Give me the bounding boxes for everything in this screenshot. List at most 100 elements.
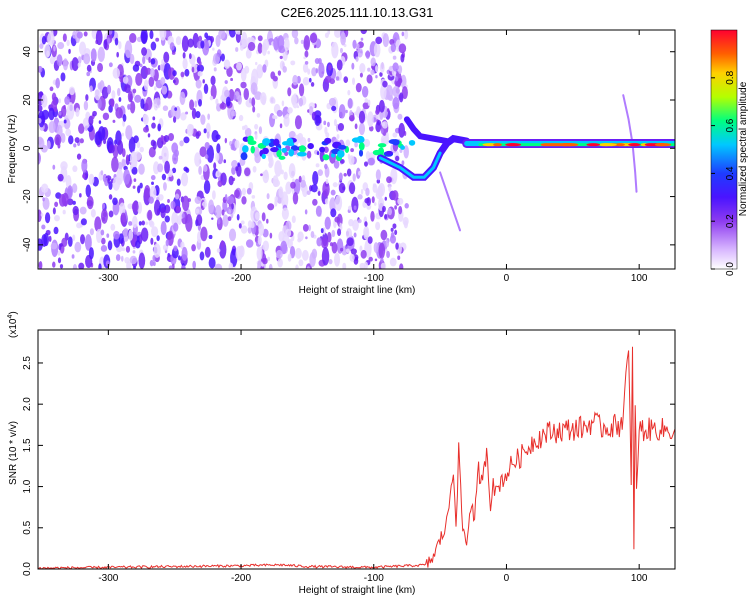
noise-blob xyxy=(316,151,320,156)
noise-blob xyxy=(77,154,81,160)
noise-blob xyxy=(107,240,113,251)
noise-blob xyxy=(387,207,393,216)
noise-blob xyxy=(139,63,143,68)
signal-blob xyxy=(351,137,361,143)
noise-blob xyxy=(268,157,274,167)
noise-blob xyxy=(358,110,366,124)
noise-blob xyxy=(199,146,207,158)
signal-blob xyxy=(330,153,336,158)
noise-blob xyxy=(285,220,292,232)
noise-blob xyxy=(38,153,41,161)
spectrogram-ytick-label: 40 xyxy=(22,46,33,58)
noise-blob xyxy=(321,247,330,266)
noise-blob xyxy=(148,219,154,226)
noise-blob xyxy=(58,243,62,251)
noise-blob xyxy=(138,221,142,226)
noise-blob xyxy=(283,114,290,127)
noise-blob xyxy=(298,175,302,183)
noise-blob xyxy=(224,137,228,144)
noise-blob xyxy=(121,132,125,137)
noise-blob xyxy=(219,240,227,259)
noise-blob xyxy=(204,154,209,160)
noise-blob xyxy=(374,258,378,262)
noise-blob xyxy=(88,173,95,185)
noise-blob xyxy=(224,80,228,84)
noise-blob xyxy=(202,79,205,84)
noise-blob xyxy=(281,100,285,107)
noise-blob xyxy=(401,86,408,100)
noise-blob xyxy=(333,160,340,169)
noise-blob xyxy=(310,184,318,193)
noise-blob xyxy=(358,170,362,176)
noise-blob xyxy=(121,247,126,252)
noise-blob xyxy=(399,263,404,269)
noise-blob xyxy=(337,122,345,132)
noise-blob xyxy=(328,97,337,107)
noise-blob xyxy=(79,138,84,144)
noise-blob xyxy=(283,37,290,52)
noise-blob xyxy=(140,227,149,242)
signal-blob xyxy=(242,145,249,153)
noise-blob xyxy=(173,77,179,86)
noise-blob xyxy=(195,131,200,139)
spectrogram-ytick-label: 20 xyxy=(22,94,33,106)
noise-blob xyxy=(297,237,302,243)
noise-blob xyxy=(287,253,292,262)
noise-blob xyxy=(215,34,221,47)
noise-blob xyxy=(360,188,364,195)
noise-blob xyxy=(156,235,160,242)
noise-blob xyxy=(129,53,135,65)
noise-blob xyxy=(246,187,252,195)
spectrogram-xtick-label: 100 xyxy=(631,273,648,284)
noise-blob xyxy=(135,72,143,86)
noise-blob xyxy=(394,205,397,210)
noise-blob xyxy=(223,159,227,164)
noise-blob xyxy=(181,195,190,212)
noise-blob xyxy=(240,81,247,89)
noise-blob xyxy=(239,44,244,51)
noise-blob xyxy=(388,186,392,192)
noise-blob xyxy=(334,216,341,223)
noise-blob xyxy=(59,264,64,269)
noise-blob xyxy=(228,228,237,242)
noise-blob xyxy=(106,84,112,95)
noise-blob xyxy=(49,56,55,65)
noise-blob xyxy=(385,132,389,139)
noise-blob xyxy=(237,162,241,167)
carrier-peak xyxy=(628,143,641,147)
noise-blob xyxy=(125,154,129,162)
noise-blob xyxy=(89,85,93,93)
noise-blob xyxy=(272,75,278,82)
noise-blob xyxy=(54,134,62,146)
noise-blob xyxy=(200,226,208,242)
noise-blob xyxy=(370,69,375,76)
noise-blob xyxy=(41,36,47,45)
noise-blob xyxy=(118,41,122,50)
noise-blob xyxy=(148,196,154,204)
noise-blob xyxy=(38,261,43,269)
noise-blob xyxy=(212,190,216,200)
noise-blob xyxy=(187,38,194,48)
noise-blob xyxy=(110,98,115,108)
noise-blob xyxy=(355,56,359,62)
snr-frame xyxy=(37,329,676,570)
signal-blob xyxy=(247,140,257,146)
noise-blob xyxy=(172,116,177,123)
noise-blob xyxy=(261,212,266,222)
noise-blob xyxy=(123,168,131,185)
noise-blob xyxy=(215,170,221,178)
snr-xtick-label: -200 xyxy=(231,573,251,584)
spectrogram-xlabel: Height of straight line (km) xyxy=(299,285,416,296)
carrier-peak xyxy=(493,143,502,147)
noise-blob xyxy=(279,55,283,60)
spectrogram-heatmap xyxy=(38,30,675,269)
noise-blob xyxy=(182,52,186,59)
noise-blob xyxy=(198,61,202,66)
arc-faint xyxy=(439,171,462,232)
noise-blob xyxy=(323,120,327,126)
noise-blob xyxy=(309,252,316,268)
noise-blob xyxy=(64,96,70,105)
noise-blob xyxy=(227,216,232,222)
noise-blob xyxy=(127,90,133,103)
